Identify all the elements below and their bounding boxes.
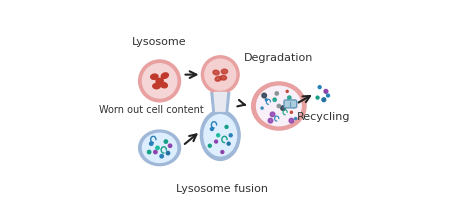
Circle shape <box>322 98 326 102</box>
Text: Lysosome fusion: Lysosome fusion <box>176 184 268 194</box>
Ellipse shape <box>252 82 306 130</box>
Circle shape <box>166 151 170 155</box>
Circle shape <box>265 99 267 101</box>
Polygon shape <box>214 92 227 111</box>
Circle shape <box>205 59 236 90</box>
Ellipse shape <box>215 76 221 81</box>
Ellipse shape <box>139 130 181 166</box>
Circle shape <box>273 98 276 101</box>
Circle shape <box>324 89 328 93</box>
Ellipse shape <box>142 133 177 162</box>
Circle shape <box>286 90 288 92</box>
Circle shape <box>229 134 232 137</box>
Circle shape <box>261 107 263 109</box>
Circle shape <box>262 93 266 98</box>
Ellipse shape <box>161 73 168 78</box>
FancyBboxPatch shape <box>284 100 297 108</box>
Circle shape <box>168 144 172 147</box>
Ellipse shape <box>151 74 158 79</box>
Ellipse shape <box>201 110 240 160</box>
Circle shape <box>288 96 291 99</box>
Circle shape <box>281 106 285 110</box>
Circle shape <box>316 96 319 99</box>
Circle shape <box>292 104 295 108</box>
Circle shape <box>289 118 294 123</box>
Circle shape <box>291 111 292 113</box>
Circle shape <box>142 64 177 98</box>
Text: Recycling: Recycling <box>297 112 351 122</box>
Polygon shape <box>211 92 230 112</box>
Circle shape <box>147 150 151 154</box>
Circle shape <box>217 134 219 137</box>
Ellipse shape <box>221 69 228 74</box>
Ellipse shape <box>153 84 160 89</box>
Circle shape <box>327 94 329 97</box>
Ellipse shape <box>156 78 163 84</box>
Circle shape <box>294 117 297 120</box>
Circle shape <box>277 104 281 108</box>
Circle shape <box>154 150 157 154</box>
Circle shape <box>318 86 321 89</box>
Circle shape <box>156 146 159 149</box>
Text: Worn out cell content: Worn out cell content <box>99 105 204 115</box>
Ellipse shape <box>213 70 219 75</box>
Circle shape <box>164 140 167 143</box>
Text: Lysosome: Lysosome <box>132 37 187 47</box>
Ellipse shape <box>256 86 301 126</box>
Circle shape <box>209 144 211 147</box>
Circle shape <box>270 112 275 117</box>
Circle shape <box>227 142 230 145</box>
Circle shape <box>139 60 181 102</box>
Circle shape <box>268 118 273 123</box>
Circle shape <box>149 142 153 145</box>
Ellipse shape <box>220 75 227 80</box>
Circle shape <box>221 151 224 153</box>
Circle shape <box>275 92 278 95</box>
Ellipse shape <box>204 115 237 156</box>
Text: Degradation: Degradation <box>244 53 313 63</box>
Circle shape <box>225 126 228 128</box>
Circle shape <box>160 155 164 158</box>
Circle shape <box>215 140 218 143</box>
Ellipse shape <box>160 82 167 88</box>
Circle shape <box>210 128 213 130</box>
Circle shape <box>201 56 239 93</box>
